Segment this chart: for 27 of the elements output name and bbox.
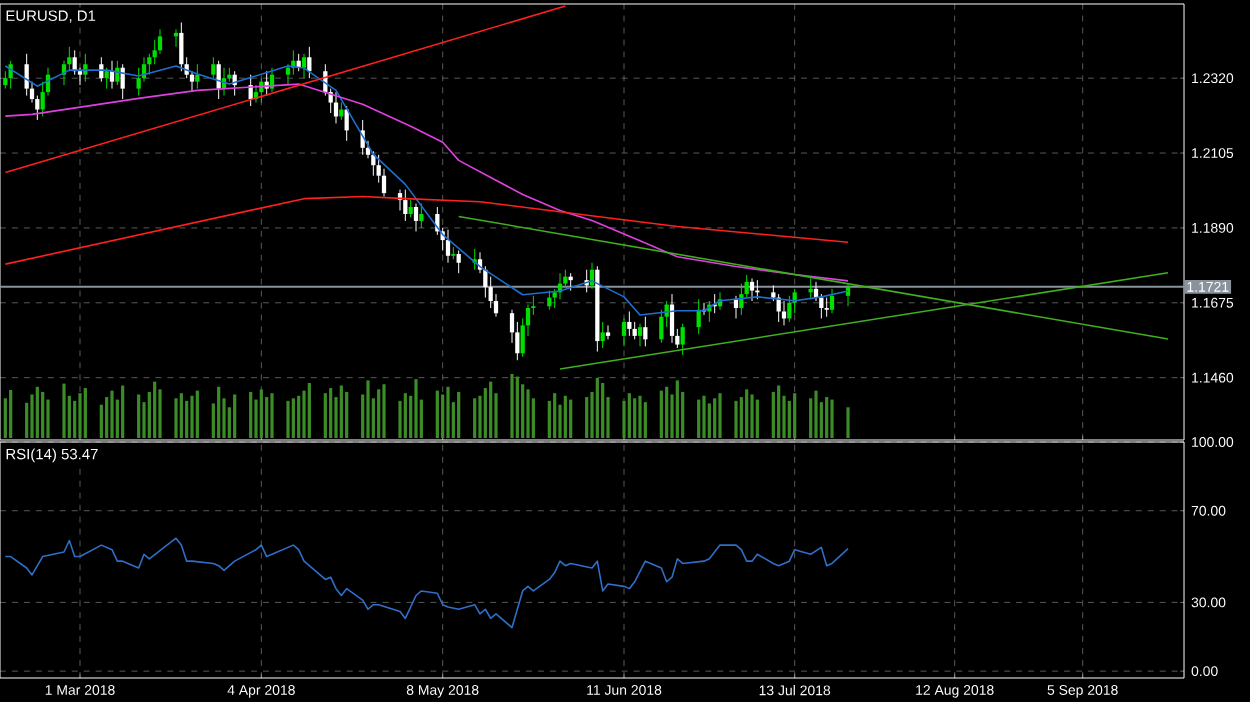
candlestick [749, 277, 755, 302]
candlestick [456, 250, 461, 274]
candlestick [413, 203, 419, 232]
candlestick [621, 317, 627, 347]
candlestick [637, 323, 643, 347]
candlestick [787, 295, 792, 323]
line-series [4, 83, 849, 282]
candlestick [627, 310, 632, 337]
candlestick [824, 297, 829, 318]
candlestick [104, 67, 109, 90]
candlestick [419, 203, 424, 229]
candlestick [680, 323, 685, 356]
candlestick [195, 63, 200, 90]
line-series [4, 537, 849, 629]
candlestick [307, 46, 312, 79]
candlestick [781, 300, 787, 326]
candlestick [605, 324, 611, 340]
candlestick [301, 53, 307, 79]
line-series [4, 195, 849, 265]
candlestick [829, 288, 835, 314]
candlestick [403, 189, 408, 222]
candlestick [211, 56, 216, 79]
candlestick [643, 316, 648, 347]
candlestick [600, 321, 605, 349]
candlestick [179, 21, 184, 72]
candlestick [659, 309, 664, 344]
candlestick [445, 229, 451, 264]
